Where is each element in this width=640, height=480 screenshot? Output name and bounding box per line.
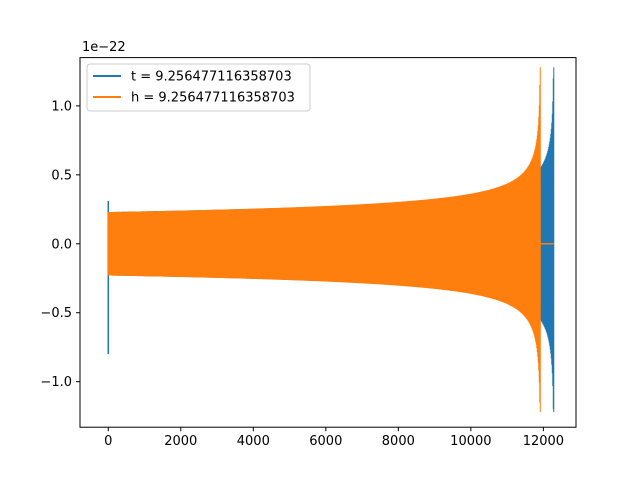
y-tick-label: 0.0 — [51, 237, 72, 252]
y-tick-label: 0.5 — [51, 168, 72, 183]
x-tick-label: 12000 — [523, 434, 564, 449]
y-tick-label: −1.0 — [40, 375, 72, 390]
x-tick-label: 2000 — [164, 434, 197, 449]
x-tick-label: 6000 — [309, 434, 342, 449]
x-tick-label: 10000 — [450, 434, 491, 449]
x-tick-label: 0 — [104, 434, 112, 449]
legend-label: h = 9.256477116358703 — [131, 91, 295, 106]
legend: t = 9.256477116358703 h = 9.2564771163587… — [86, 63, 311, 112]
y-offset-text: 1e−22 — [82, 40, 126, 55]
x-tick-label: 8000 — [382, 434, 415, 449]
plot-frame — [79, 57, 577, 428]
series-waveform — [107, 67, 541, 413]
legend-label: t = 9.256477116358703 — [131, 70, 292, 85]
legend-box — [86, 63, 311, 112]
series-layer — [107, 67, 555, 413]
y-axis: −1.0 −0.5 0.0 0.5 1.0 — [40, 99, 80, 390]
x-tick-label: 4000 — [237, 434, 270, 449]
series-h — [107, 67, 554, 413]
y-tick-label: 1.0 — [51, 99, 72, 114]
y-tick-label: −0.5 — [40, 306, 72, 321]
x-axis: 0 2000 4000 6000 8000 10000 12000 — [104, 427, 564, 449]
